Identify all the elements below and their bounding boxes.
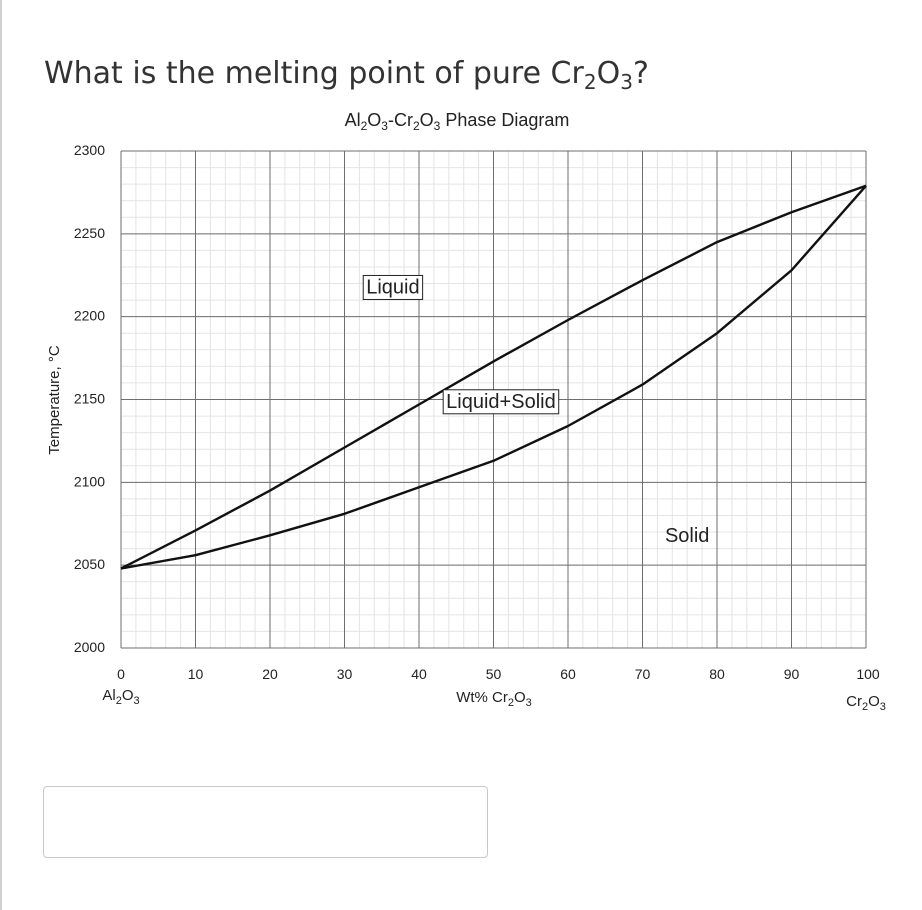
x-tick-label: 100 bbox=[856, 666, 880, 682]
y-tick-label: 2050 bbox=[74, 556, 105, 572]
chart-title: Al2O3-Cr2O3 Phase Diagram bbox=[345, 110, 570, 133]
region-label-box bbox=[442, 389, 560, 415]
y-tick-label: 2100 bbox=[74, 473, 105, 489]
region-label-box bbox=[362, 274, 424, 300]
x-tick-label: 70 bbox=[635, 666, 651, 682]
y-tick-label: 2000 bbox=[74, 639, 105, 655]
x-tick-label: 50 bbox=[486, 666, 502, 682]
region-label: Solid bbox=[665, 525, 709, 547]
x-tick-label: 90 bbox=[784, 666, 800, 682]
y-axis-ticks: 2000 2050 2100 2150 2200 2250 2300 bbox=[74, 142, 105, 655]
x-tick-label: 80 bbox=[709, 666, 725, 682]
y-axis-label: Temperature, °C bbox=[46, 345, 63, 455]
region-label: Liquid bbox=[366, 276, 419, 298]
y-tick-label: 2150 bbox=[74, 391, 105, 407]
major-grid bbox=[120, 150, 867, 649]
y-tick-label: 2300 bbox=[74, 142, 105, 158]
x-tick-label: 20 bbox=[262, 666, 278, 682]
y-tick-label: 2200 bbox=[74, 308, 105, 324]
region-labels: Liquid Liquid+Solid Solid bbox=[362, 274, 709, 547]
x-tick-label: 0 bbox=[117, 666, 125, 682]
answer-input[interactable] bbox=[43, 786, 488, 858]
liquidus-line bbox=[120, 184, 867, 570]
x-tick-label: 30 bbox=[337, 666, 353, 682]
x-axis-left-end-label: Al2O3 bbox=[102, 687, 139, 707]
x-axis-label: Wt% Cr2O3 bbox=[456, 689, 532, 709]
x-axis-right-end-label: Cr2O3 bbox=[846, 693, 886, 713]
solidus-line bbox=[120, 185, 867, 570]
x-tick-label: 60 bbox=[560, 666, 576, 682]
series-lines bbox=[120, 184, 867, 570]
region-label: Liquid+Solid bbox=[446, 391, 556, 413]
x-tick-label: 40 bbox=[411, 666, 427, 682]
question-text: What is the melting point of pure Cr2O3? bbox=[44, 56, 649, 94]
x-axis-ticks: 0 10 20 30 40 50 60 70 80 90 100 bbox=[117, 666, 880, 682]
phase-diagram-chart: 2000 2050 2100 2150 2200 2250 2300 0 10 20 30 40 50… bbox=[46, 110, 886, 713]
y-tick-label: 2250 bbox=[74, 225, 105, 241]
left-border bbox=[0, 0, 2, 910]
x-tick-label: 10 bbox=[188, 666, 204, 682]
